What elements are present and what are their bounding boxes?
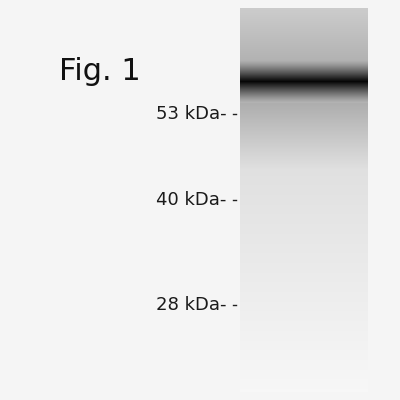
Text: 40 kDa-: 40 kDa- [156, 192, 227, 210]
Text: 53 kDa-: 53 kDa- [156, 105, 227, 123]
Text: 28 kDa-: 28 kDa- [156, 296, 227, 314]
Text: Fig. 1: Fig. 1 [59, 57, 141, 86]
